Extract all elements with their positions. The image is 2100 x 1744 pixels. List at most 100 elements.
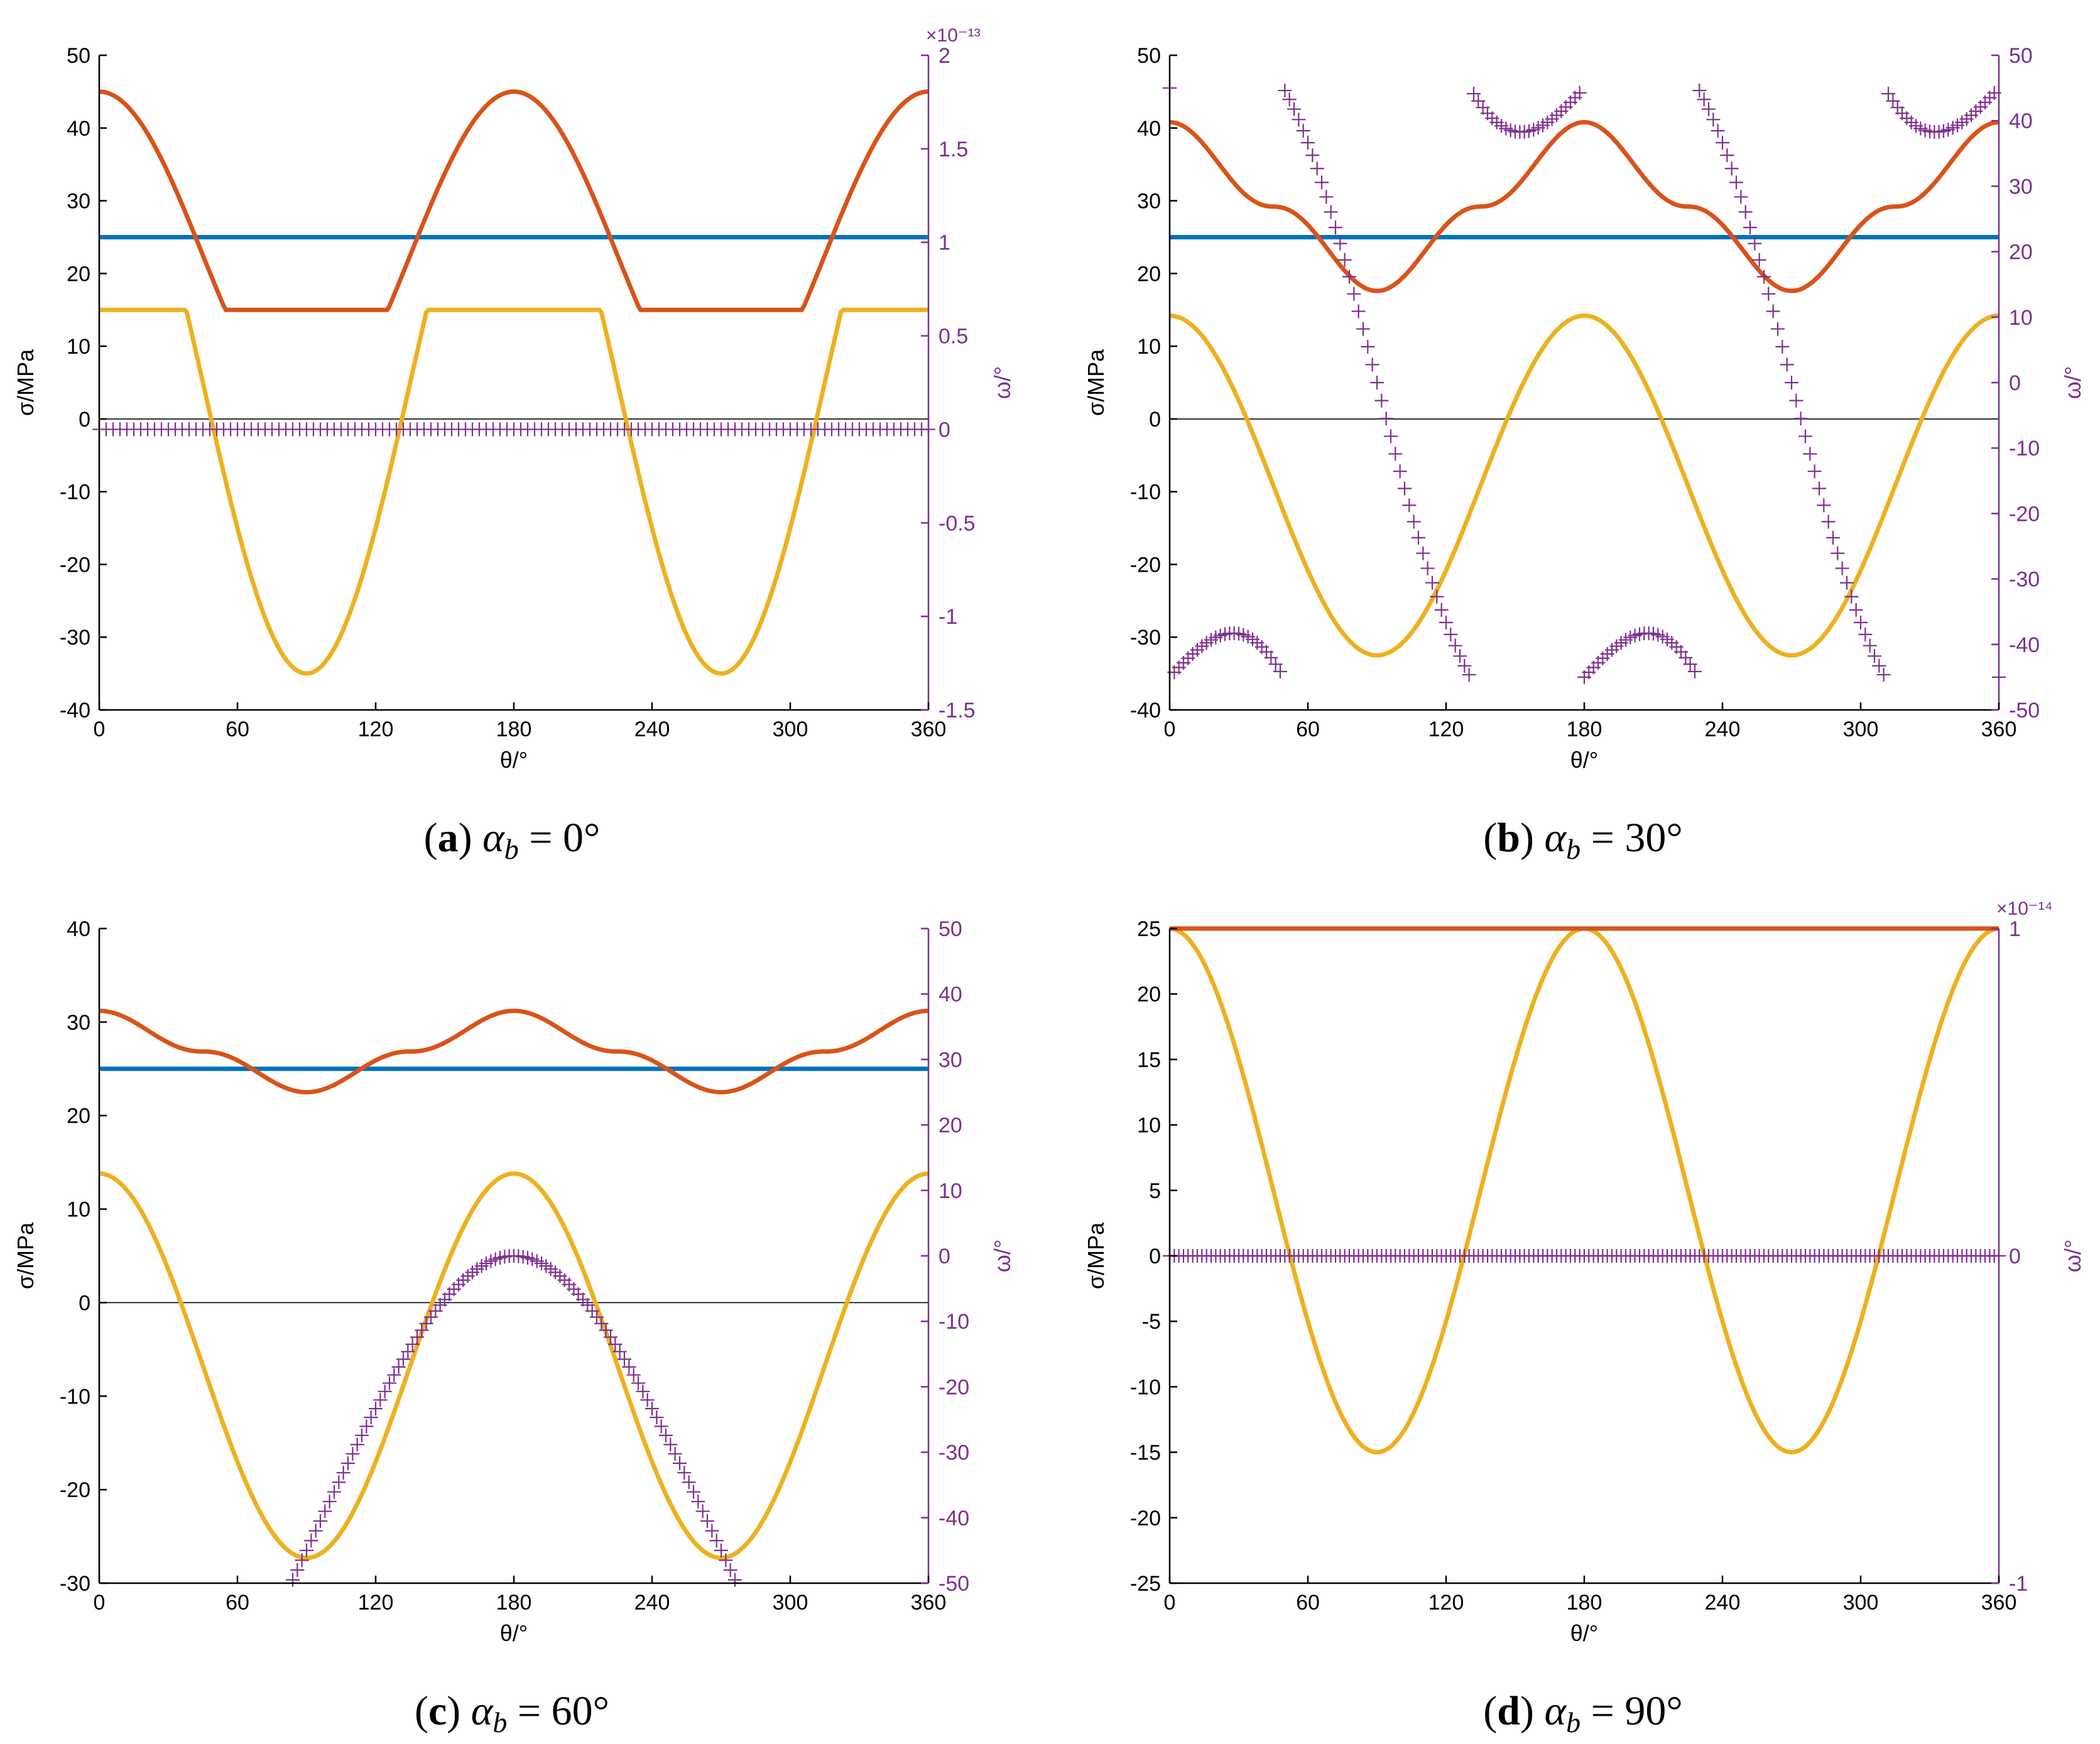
y2-tick-label: -1.5: [938, 699, 976, 722]
x-axis-title: θ/°: [500, 747, 528, 773]
sigma3-line: [1169, 313, 1999, 658]
y-tick-label: -10: [1130, 1375, 1161, 1399]
y2-tick-label: 30: [938, 1048, 962, 1072]
caption-part: α: [1544, 815, 1567, 861]
caption-part: α: [482, 815, 505, 861]
y2-tick-label: 0: [938, 418, 950, 442]
omega-marker: [1301, 136, 1315, 150]
omega-marker: [659, 1428, 673, 1442]
omega-marker: [401, 1344, 415, 1359]
omega-marker: [1406, 515, 1421, 529]
omega-series: [1163, 81, 2006, 684]
y2-tick-label: -10: [938, 1310, 969, 1334]
caption-part: d: [1497, 1688, 1520, 1734]
y2-tick-label: -0.5: [938, 511, 976, 535]
caption-part: α: [471, 1688, 494, 1734]
y2-tick-label: 0: [2009, 371, 2021, 395]
sigma1-line: [1169, 119, 1999, 293]
y2-tick-label: 40: [938, 983, 962, 1006]
omega-marker: [345, 1447, 360, 1461]
y2-tick-label: -30: [2009, 568, 2040, 592]
omega-marker: [391, 1360, 406, 1374]
omega-marker: [1720, 148, 1734, 163]
x-tick-label: 180: [496, 717, 532, 741]
caption-part: ): [447, 1688, 471, 1734]
x-tick-label: 300: [773, 717, 808, 741]
y2-tick-label: 0: [938, 1245, 950, 1268]
y2-tick-label: -20: [938, 1375, 969, 1399]
x-tick-label: 60: [1296, 1591, 1320, 1615]
omega-marker: [1412, 530, 1425, 545]
omega-marker: [1771, 322, 1785, 336]
x-tick-label: 360: [911, 717, 947, 741]
sigma3-line: [99, 307, 928, 676]
y-tick-label: -20: [60, 553, 90, 577]
y2-tick-label: -1: [938, 605, 957, 629]
omega-marker: [1876, 667, 1891, 682]
y-tick-label: -30: [1130, 626, 1161, 650]
y-axis-title: σ/MPa: [1083, 1222, 1109, 1289]
omega-marker: [1420, 561, 1435, 575]
x-tick-label: 360: [911, 1591, 947, 1615]
x-axis-title: θ/°: [500, 1620, 528, 1646]
omega-marker: [663, 1437, 678, 1452]
omega-marker: [355, 1428, 369, 1442]
omega-marker: [1273, 664, 1287, 679]
caption-part: ): [1520, 815, 1544, 861]
caption-part: ): [459, 815, 482, 861]
omega-marker: [1835, 561, 1849, 575]
y-tick-label: 0: [1149, 1245, 1161, 1268]
omega-marker: [1775, 339, 1790, 354]
omega-marker: [1347, 286, 1361, 301]
omega-marker: [626, 1368, 641, 1382]
subplot-a: 0 60 120 180 240 300 36050403020100-10-20-30-4…: [13, 25, 1015, 865]
omega-marker: [682, 1475, 696, 1490]
omega-marker: [1789, 393, 1803, 408]
omega-marker: [383, 1376, 396, 1390]
omega-marker: [714, 1543, 728, 1557]
omega-marker: [1743, 221, 1757, 235]
omega-marker: [1268, 657, 1283, 672]
omega-marker: [1361, 339, 1375, 354]
y2-tick-label: -40: [2009, 633, 2040, 657]
y-tick-label: -20: [1130, 1507, 1161, 1530]
panel-caption: (c) αb = 60°: [415, 1688, 609, 1738]
omega-marker: [1729, 175, 1743, 190]
omega-marker: [640, 1393, 655, 1407]
omega-marker: [1448, 638, 1462, 653]
y-tick-label: -10: [60, 1385, 90, 1409]
caption-part: = 90°: [1580, 1688, 1683, 1734]
omega-marker: [396, 1352, 410, 1366]
omega-marker: [1724, 161, 1739, 176]
y-tick-label: 25: [1137, 917, 1161, 941]
omega-marker: [1310, 161, 1324, 176]
omega-marker: [1807, 464, 1822, 479]
x-tick-label: 180: [496, 1591, 532, 1615]
y-tick-label: 15: [1137, 1048, 1161, 1072]
y2-tick-label: 1: [2009, 917, 2021, 941]
y2-tick-label: 10: [2009, 306, 2033, 330]
y-axis-title: σ/MPa: [13, 349, 38, 416]
y2-tick-label: 2: [938, 44, 950, 68]
y-tick-label: 40: [67, 917, 90, 941]
omega-series: [1163, 1249, 2006, 1263]
y2-axis-title: ω/°: [989, 366, 1015, 400]
y2-tick-label: 10: [938, 1179, 962, 1203]
omega-marker: [1462, 667, 1476, 682]
omega-marker: [612, 1344, 627, 1359]
omega-marker: [387, 1368, 401, 1382]
y2-exponent-label: ×10⁻¹³: [926, 25, 981, 46]
omega-marker: [1844, 589, 1859, 604]
omega-marker: [1351, 304, 1366, 319]
x-tick-label: 240: [1705, 717, 1741, 741]
omega-marker: [687, 1485, 700, 1499]
x-tick-label: 300: [1843, 717, 1879, 741]
y2-tick-label: -10: [2009, 437, 2040, 461]
omega-marker: [650, 1410, 664, 1425]
y-tick-label: -30: [60, 626, 90, 650]
omega-marker: [691, 1495, 705, 1509]
omega-marker: [1821, 515, 1836, 529]
omega-marker: [1716, 136, 1729, 150]
omega-marker: [295, 1553, 309, 1567]
y-tick-label: 20: [1137, 262, 1161, 286]
